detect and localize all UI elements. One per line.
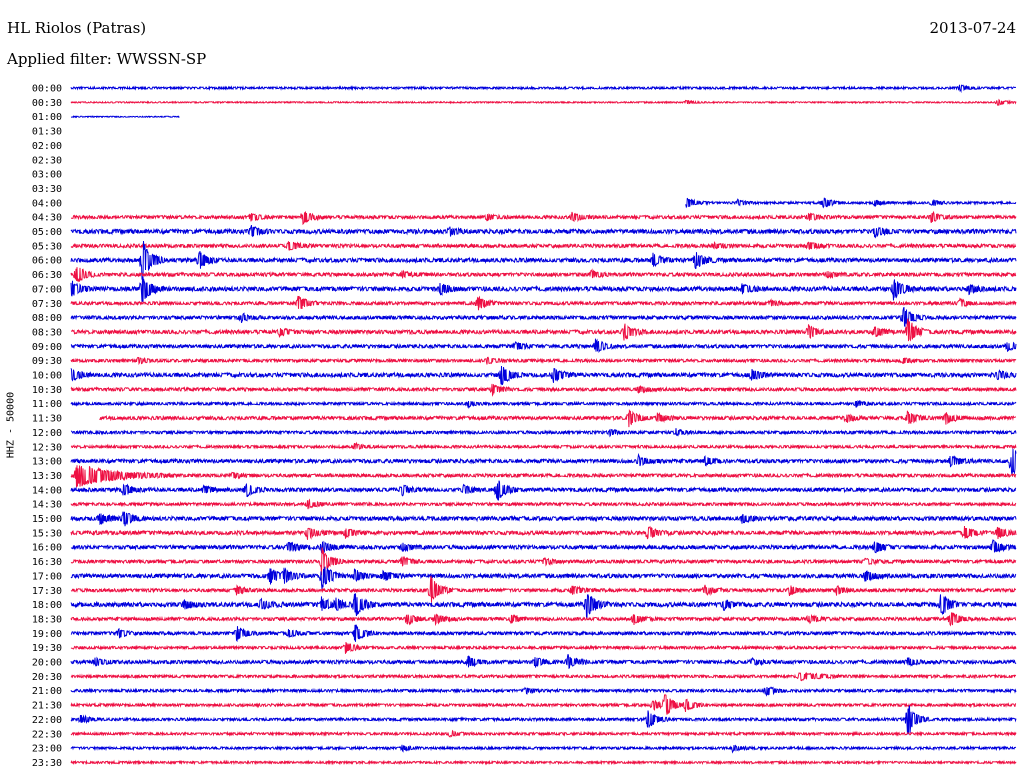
seismic-trace-2200 [70,705,1017,735]
seismic-trace-2100 [70,686,1017,697]
time-tick-label: 12:30 [32,442,62,453]
time-tick-label: 07:30 [32,299,62,310]
time-tick-label: 18:00 [32,600,62,611]
seismic-trace-1530 [70,525,1017,540]
time-tick-label: 02:00 [32,141,62,152]
seismic-trace-2300 [70,744,1017,754]
seismic-trace-1300 [70,448,1017,476]
time-tick-label: 10:00 [32,371,62,382]
time-tick-label: 11:30 [32,414,62,425]
seismic-trace-1230 [70,441,1017,450]
seismic-trace-0630 [70,267,1017,283]
seismic-trace-2230 [70,729,1017,738]
time-tick-label: 05:00 [32,227,62,238]
seismic-trace-0530 [70,240,1017,251]
time-tick-label: 13:00 [32,457,62,468]
seismic-trace-1130 [99,409,1017,428]
time-tick-label: 03:00 [32,170,62,181]
seismic-trace-0930 [70,356,1017,366]
time-tick-label: 12:00 [32,428,62,439]
time-tick-label: 19:00 [32,629,62,640]
time-tick-label: 10:30 [32,385,62,396]
seismic-trace-0500 [70,224,1017,239]
time-tick-label: 13:30 [32,471,62,482]
seismic-trace-0700 [70,276,1017,303]
seismic-trace-1200 [70,428,1017,438]
seismic-trace-1500 [70,511,1017,527]
time-tick-label: 23:00 [32,744,62,755]
seismic-trace-0600 [70,240,1017,280]
seismic-trace-0800 [70,307,1017,328]
time-tick-labels: 00:00 00:30 01:00 01:30 02:00 02:30 03:00 03:30… [32,84,62,769]
seismic-trace-1800 [70,593,1017,620]
filter-label: Applied filter: WWSSN-SP [7,50,207,68]
time-tick-label: 01:30 [32,127,62,138]
seismic-trace-1630 [70,547,1017,576]
seismic-trace-1830 [70,612,1017,627]
time-tick-label: 09:30 [32,356,62,367]
seismic-trace-1700 [70,566,1017,589]
seismic-traces [70,84,1017,766]
time-tick-label: 15:00 [32,514,62,525]
seismic-trace-1930 [70,641,1017,654]
time-tick-label: 21:30 [32,701,62,712]
time-tick-label: 23:30 [32,758,62,769]
seismic-trace-1600 [70,539,1017,555]
time-tick-label: 09:00 [32,342,62,353]
time-tick-label: 06:00 [32,256,62,267]
seismic-trace-1430 [70,498,1017,510]
time-tick-label: 17:30 [32,586,62,597]
time-tick-label: 16:30 [32,557,62,568]
time-tick-label: 11:00 [32,399,62,410]
seismic-trace-2000 [70,654,1017,669]
time-tick-label: 22:00 [32,715,62,726]
seismic-trace-0000 [70,84,1016,94]
date-label: 2013-07-24 [929,19,1016,37]
seismic-trace-0430 [70,210,1017,226]
seismic-trace-0900 [70,338,1017,353]
time-tick-label: 18:30 [32,614,62,625]
time-tick-label: 08:30 [32,327,62,338]
seismic-trace-0830 [70,318,1017,342]
time-tick-label: 01:00 [32,112,62,123]
seismic-trace-0100 [70,115,180,119]
time-tick-label: 16:00 [32,543,62,554]
time-tick-label: 14:30 [32,500,62,511]
seismic-trace-1730 [70,575,1017,603]
time-tick-label: 08:00 [32,313,62,324]
time-tick-label: 22:30 [32,729,62,740]
seismic-trace-1900 [70,624,1017,643]
seismic-trace-0730 [70,295,1017,311]
seismic-trace-1330 [70,465,1017,488]
seismic-trace-2030 [70,671,1017,682]
seismic-trace-1030 [70,383,1017,397]
time-tick-label: 00:30 [32,98,62,109]
time-tick-label: 04:00 [32,198,62,209]
seismic-trace-0400 [685,197,1017,209]
time-tick-label: 06:30 [32,270,62,281]
time-tick-label: 15:30 [32,528,62,539]
time-tick-label: 21:00 [32,686,62,697]
time-tick-label: 17:00 [32,571,62,582]
seismic-trace-1100 [70,400,1017,409]
seismic-trace-2330 [70,759,1017,766]
time-tick-label: 02:30 [32,155,62,166]
time-tick-label: 20:30 [32,672,62,683]
seismic-trace-1000 [70,365,1017,386]
time-tick-label: 05:30 [32,241,62,252]
time-tick-label: 00:00 [32,84,62,95]
time-tick-label: 19:30 [32,643,62,654]
time-tick-label: 20:00 [32,658,62,669]
station-title: HL Riolos (Patras) [7,19,147,37]
time-tick-label: 04:30 [32,213,62,224]
time-tick-label: 03:30 [32,184,62,195]
seismic-trace-0030 [70,98,1017,106]
seismic-trace-1400 [70,480,1017,501]
time-tick-label: 07:00 [32,284,62,295]
seismic-trace-2130 [70,693,1017,715]
time-tick-label: 14:00 [32,485,62,496]
